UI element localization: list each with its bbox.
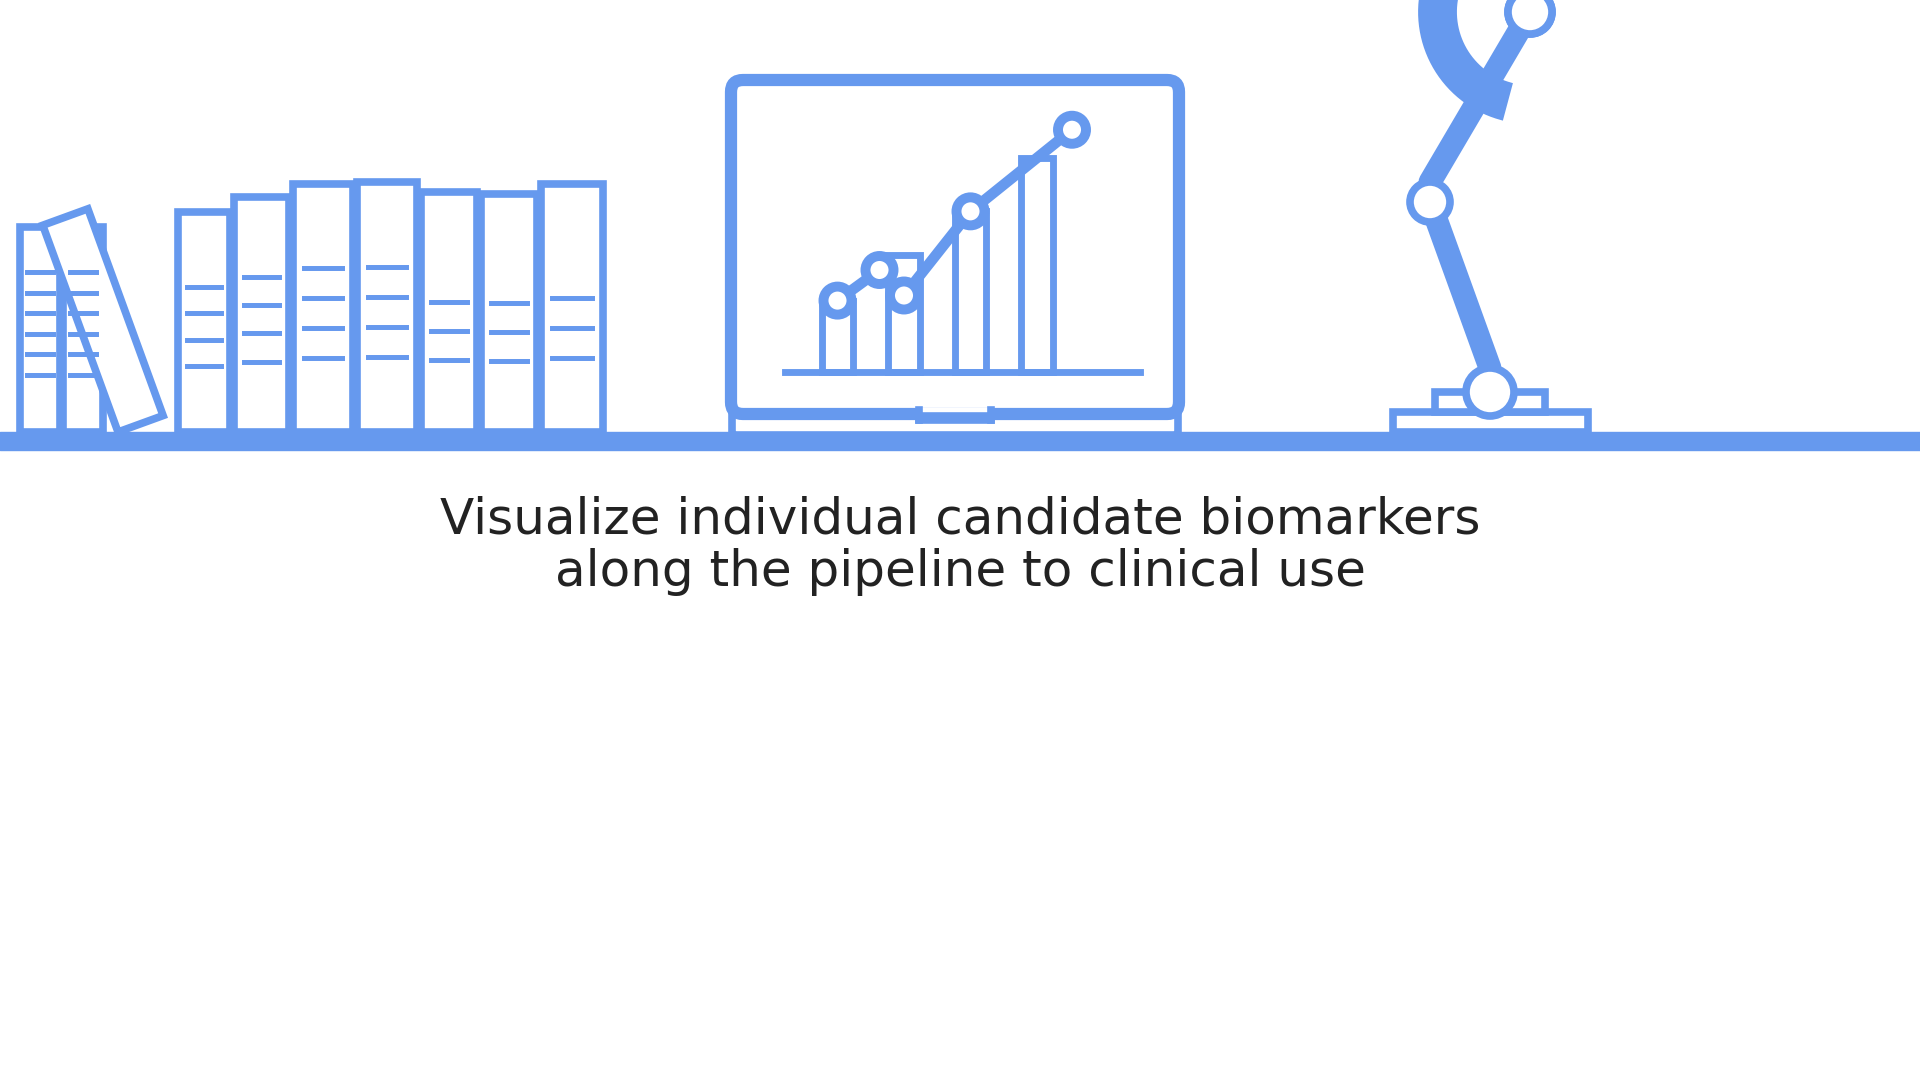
Circle shape bbox=[1058, 116, 1087, 144]
FancyBboxPatch shape bbox=[732, 407, 1179, 435]
Text: Visualize individual candidate biomarkers: Visualize individual candidate biomarker… bbox=[440, 496, 1480, 544]
Circle shape bbox=[1409, 183, 1450, 222]
Circle shape bbox=[1507, 0, 1551, 33]
FancyBboxPatch shape bbox=[732, 80, 1179, 414]
Bar bbox=[19, 227, 60, 432]
Circle shape bbox=[1507, 0, 1551, 33]
Text: along the pipeline to clinical use: along the pipeline to clinical use bbox=[555, 548, 1365, 596]
Bar bbox=[179, 212, 230, 432]
Bar bbox=[822, 300, 852, 372]
Circle shape bbox=[824, 286, 851, 314]
Circle shape bbox=[956, 198, 985, 226]
Bar bbox=[1021, 158, 1052, 372]
Bar bbox=[357, 183, 417, 432]
Bar bbox=[1434, 392, 1546, 411]
Bar bbox=[954, 212, 987, 372]
Bar bbox=[420, 192, 476, 432]
Bar bbox=[63, 227, 104, 432]
Bar bbox=[541, 184, 603, 432]
Circle shape bbox=[891, 282, 918, 310]
Polygon shape bbox=[1421, 0, 1511, 118]
Bar bbox=[482, 194, 538, 432]
Bar bbox=[234, 197, 290, 432]
Bar bbox=[294, 184, 353, 432]
Circle shape bbox=[866, 256, 893, 284]
Bar bbox=[42, 208, 163, 432]
Bar bbox=[889, 255, 920, 372]
Circle shape bbox=[1467, 368, 1515, 416]
Bar bbox=[1394, 411, 1588, 432]
